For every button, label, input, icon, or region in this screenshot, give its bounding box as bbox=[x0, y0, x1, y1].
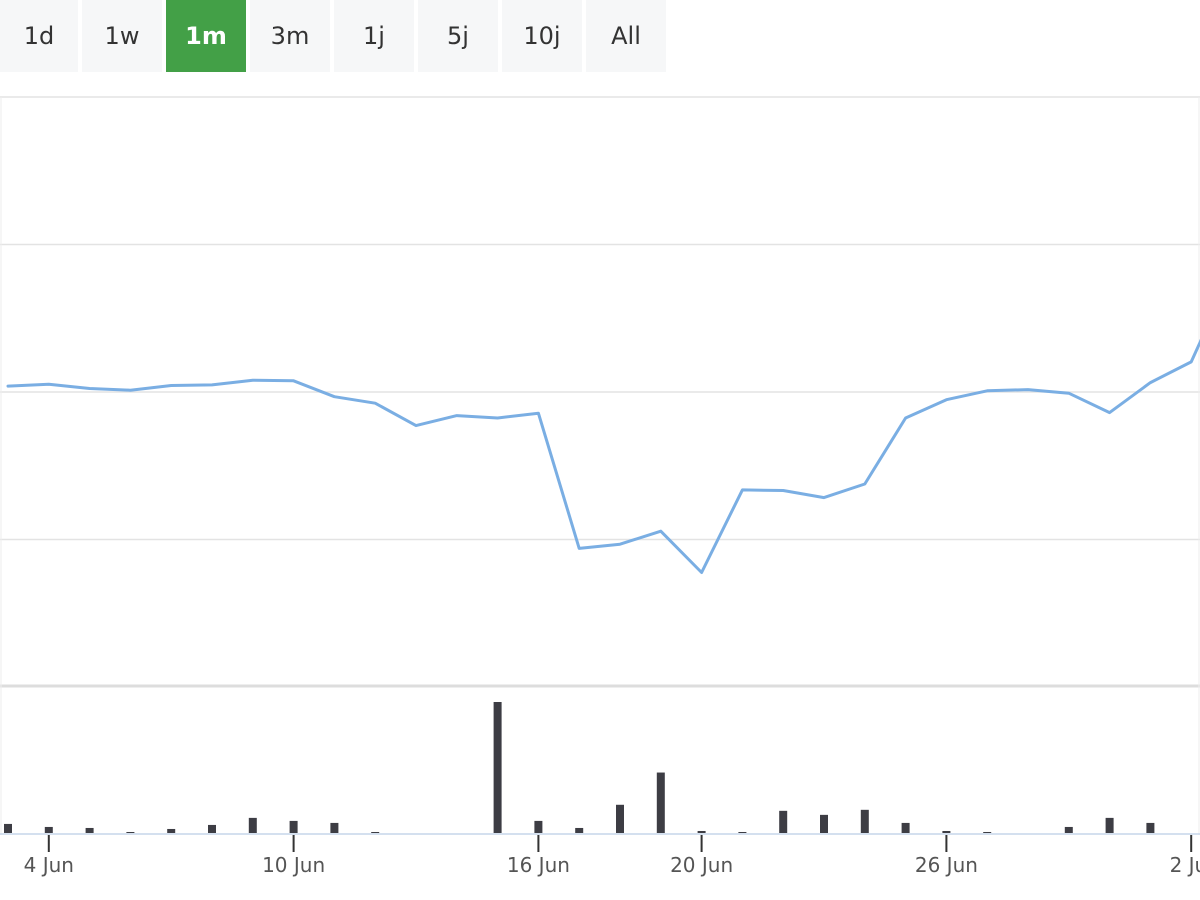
volume-bar bbox=[126, 831, 135, 833]
volume-bar bbox=[738, 831, 747, 833]
x-tick-label: 20 Jun bbox=[670, 853, 733, 877]
volume-bar bbox=[697, 830, 706, 833]
x-tick-label: 16 Jun bbox=[507, 853, 570, 877]
volume-bar bbox=[167, 828, 176, 833]
x-tick-label: 4 Jun bbox=[24, 853, 74, 877]
range-button-5j[interactable]: 5j bbox=[418, 0, 498, 72]
volume-bar bbox=[575, 827, 584, 833]
volume-bar bbox=[1146, 822, 1155, 833]
range-selector: 1d 1w 1m 3m 1j 5j 10j All bbox=[0, 0, 670, 72]
volume-bar bbox=[248, 817, 257, 833]
volume-bar bbox=[289, 820, 298, 833]
price-line bbox=[6, 338, 1200, 574]
x-tick-label: 10 Jun bbox=[262, 853, 325, 877]
volume-bar bbox=[534, 820, 543, 833]
volume-bar bbox=[983, 831, 992, 833]
range-button-All[interactable]: All bbox=[586, 0, 666, 72]
volume-bar bbox=[371, 831, 380, 833]
range-button-1m[interactable]: 1m bbox=[166, 0, 246, 72]
volume-bar bbox=[942, 830, 951, 833]
range-button-10j[interactable]: 10j bbox=[502, 0, 582, 72]
volume-bar bbox=[4, 823, 12, 833]
volume-bar bbox=[820, 814, 828, 833]
volume-bar bbox=[493, 702, 502, 833]
volume-bar bbox=[779, 810, 788, 833]
volume-bar bbox=[330, 822, 339, 833]
range-button-1d[interactable]: 1d bbox=[0, 0, 78, 72]
volume-bar bbox=[1064, 826, 1073, 833]
volume-bar bbox=[85, 827, 94, 833]
volume-bar bbox=[901, 822, 910, 833]
x-tick-label: 26 Jun bbox=[915, 853, 978, 877]
volume-bar bbox=[1105, 817, 1114, 833]
range-button-1j[interactable]: 1j bbox=[334, 0, 414, 72]
volume-bar bbox=[208, 824, 216, 833]
volume-bar bbox=[44, 826, 53, 833]
range-button-1w[interactable]: 1w bbox=[82, 0, 162, 72]
volume-bar bbox=[656, 772, 665, 833]
range-button-3m[interactable]: 3m bbox=[250, 0, 330, 72]
volume-bar bbox=[616, 804, 624, 833]
volume-bar bbox=[860, 809, 869, 833]
x-tick-label: 2 Jul bbox=[1170, 853, 1200, 877]
